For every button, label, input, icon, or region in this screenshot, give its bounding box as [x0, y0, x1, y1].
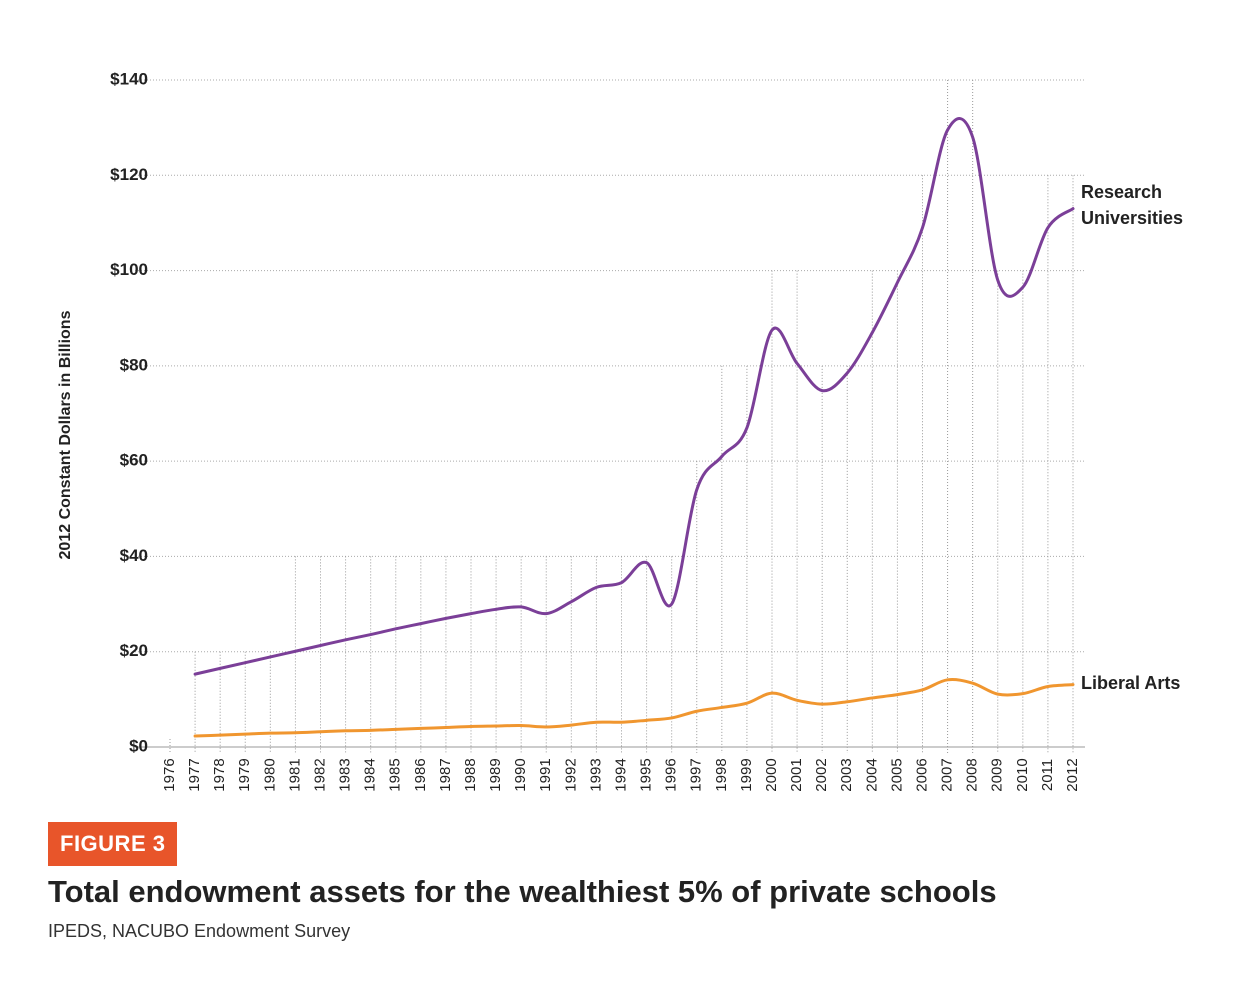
x-tick-label: 2012	[1064, 758, 1081, 791]
x-tick-label: 1991	[537, 758, 554, 791]
x-tick-label: 1979	[236, 758, 253, 791]
x-tick-label: 1986	[412, 758, 429, 791]
x-tick-label: 1990	[512, 758, 529, 791]
x-tick-label: 1984	[362, 758, 379, 791]
x-tick-label: 1983	[337, 758, 354, 791]
y-tick-label: $20	[120, 641, 148, 660]
x-tick-label: 1987	[437, 758, 454, 791]
x-tick-label: 2004	[863, 758, 880, 791]
y-tick-label: $100	[110, 260, 148, 279]
y-tick-label: $120	[110, 165, 148, 184]
x-tick-label: 2010	[1014, 758, 1031, 791]
x-tick-label: 1989	[487, 758, 504, 791]
line-series	[193, 117, 1075, 676]
x-tick-label: 2003	[838, 758, 855, 791]
x-tick-label: 1981	[286, 758, 303, 791]
x-tick-label: 1980	[261, 758, 278, 791]
x-tick-label: 1978	[211, 758, 228, 791]
x-tick-label: 2000	[763, 758, 780, 791]
x-tick-label: 2006	[913, 758, 930, 791]
x-tick-label: 2002	[813, 758, 830, 791]
x-tick-label: 1985	[387, 758, 404, 791]
y-tick-label: $80	[120, 355, 148, 374]
x-tick-label: 1998	[713, 758, 730, 791]
x-tick-label: 1982	[311, 758, 328, 791]
series-label: Research Universities	[1081, 181, 1184, 228]
figure-label: FIGURE 3	[48, 822, 178, 866]
x-tick-label: 2005	[888, 758, 905, 791]
series-label: Liberal Arts	[1081, 672, 1181, 693]
x-tick-label: 1977	[186, 758, 203, 791]
y-tick-label: $40	[120, 546, 148, 565]
line-series	[193, 678, 1075, 738]
x-tick-label: 1999	[738, 758, 755, 791]
y-axis-label: 2012 Constant Dollars in Billions	[57, 310, 74, 559]
x-tick-label: 1993	[587, 758, 604, 791]
x-tick-label: 2009	[989, 758, 1006, 791]
x-tick-label: 2007	[939, 758, 956, 791]
chart-title: Total endowment assets for the wealthies…	[48, 874, 997, 909]
x-tick-label: 2008	[964, 758, 981, 791]
x-tick-label: 1994	[612, 758, 629, 791]
x-tick-label: 2001	[788, 758, 805, 791]
y-tick-label: $0	[129, 736, 148, 755]
chart: 2012 Constant Dollars in Billions $0 $20 $…	[57, 69, 1085, 792]
y-tick-label: $60	[120, 451, 148, 470]
source: IPEDS, NACUBO Endowment Survey	[48, 921, 351, 941]
x-tick-label: 1995	[638, 758, 655, 791]
y-tick-label: $140	[110, 69, 148, 88]
x-tick-label: 1988	[462, 758, 479, 791]
x-tick-label: 1992	[562, 758, 579, 791]
x-tick-label: 1996	[663, 758, 680, 791]
x-tick-label: 1997	[688, 758, 705, 791]
x-tick-label: 1976	[161, 758, 178, 791]
x-tick-label: 2011	[1039, 759, 1056, 791]
